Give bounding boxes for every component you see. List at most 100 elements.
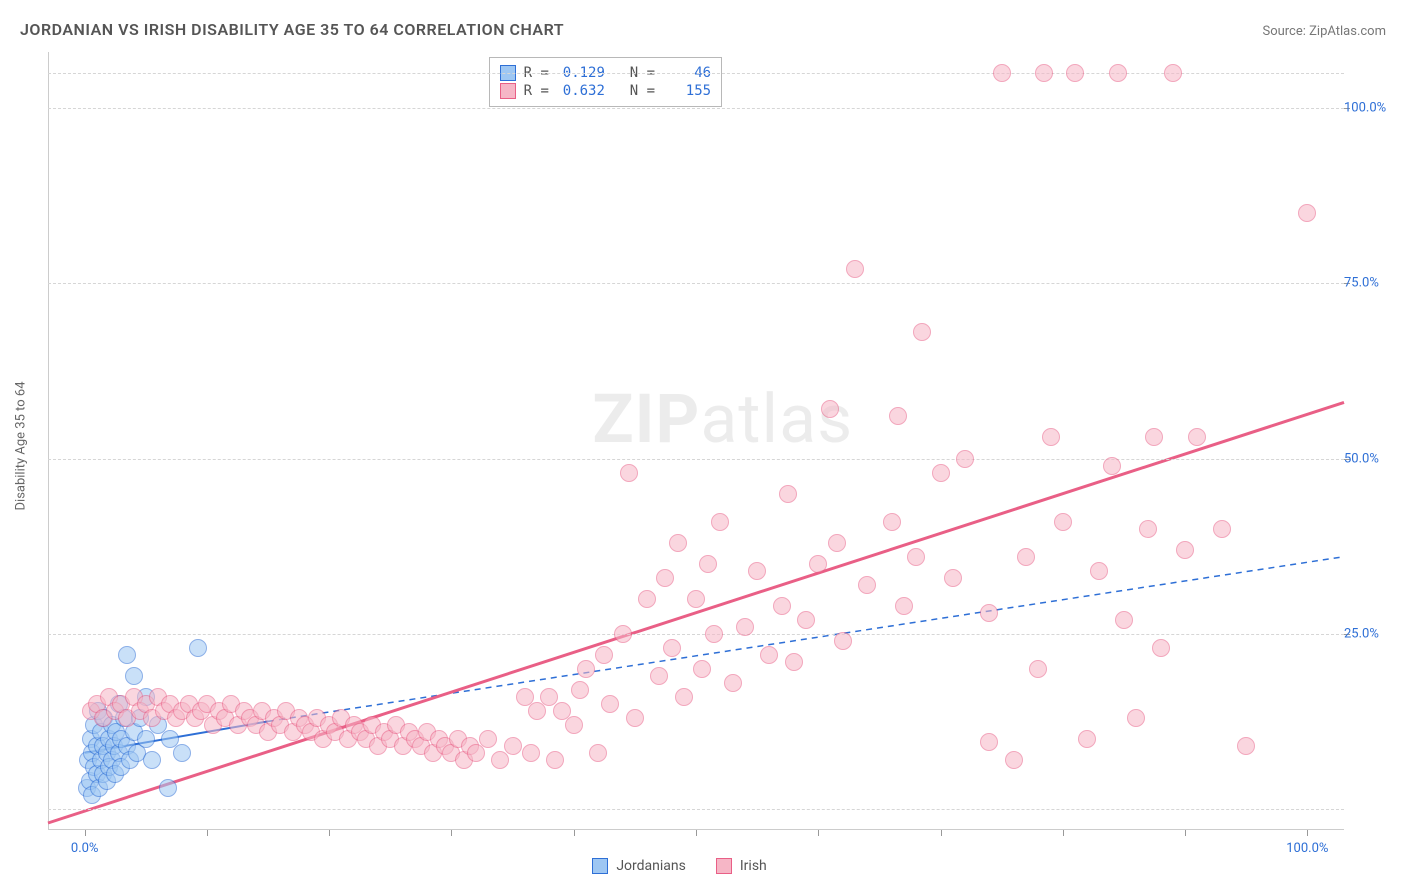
data-point-irish [1090,562,1108,580]
gridline [48,634,1344,635]
data-point-irish [614,625,632,643]
legend-swatch-irish [716,858,732,874]
data-point-irish [779,485,797,503]
data-point-irish [1176,541,1194,559]
x-tick [1063,830,1064,836]
data-point-irish [1109,64,1127,82]
data-point-irish [1066,64,1084,82]
x-tick [1185,830,1186,836]
data-point-irish [846,260,864,278]
data-point-irish [491,751,509,769]
data-point-irish [889,407,907,425]
gridline [48,73,1344,74]
data-point-irish [1213,520,1231,538]
stat-r-label: R = [524,82,549,100]
data-point-irish [589,744,607,762]
data-point-irish [522,744,540,762]
data-point-irish [797,611,815,629]
swatch-irish [500,83,516,99]
data-point-irish [467,744,485,762]
gridline [48,809,1344,810]
x-tick [85,830,86,836]
data-point-irish [577,660,595,678]
data-point-irish [1145,428,1163,446]
legend-label-irish: Irish [740,858,767,874]
data-point-jordanians [143,751,161,769]
data-point-irish [858,576,876,594]
x-tick-label: 0.0% [71,841,99,856]
data-point-irish [895,597,913,615]
x-tick [818,830,819,836]
x-tick [329,830,330,836]
data-point-irish [907,548,925,566]
data-point-irish [1029,660,1047,678]
data-point-irish [693,660,711,678]
gridline [48,108,1344,109]
data-point-jordanians [137,730,155,748]
data-point-irish [1298,204,1316,222]
data-point-irish [834,632,852,650]
chart-title: JORDANIAN VS IRISH DISABILITY AGE 35 TO … [20,20,564,39]
data-point-irish [821,400,839,418]
data-point-irish [546,751,564,769]
data-point-irish [711,513,729,531]
source-attribution: Source: ZipAtlas.com [1262,24,1386,39]
data-point-irish [675,688,693,706]
data-point-irish [932,464,950,482]
stat-n-label: N = [613,82,655,100]
data-point-irish [669,534,687,552]
data-point-irish [1237,737,1255,755]
data-point-irish [1017,548,1035,566]
stat-r-value-irish: 0.632 [557,82,605,100]
legend-item-irish[interactable]: Irish [716,858,767,874]
data-point-irish [956,450,974,468]
data-point-irish [1139,520,1157,538]
data-point-irish [687,590,705,608]
data-point-irish [479,730,497,748]
data-point-irish [913,323,931,341]
data-point-irish [1054,513,1072,531]
data-point-irish [1103,457,1121,475]
y-tick-label: 25.0% [1344,626,1402,641]
data-point-irish [760,646,778,664]
data-point-irish [1164,64,1182,82]
data-point-irish [656,569,674,587]
data-point-jordanians [159,779,177,797]
legend-item-jordanians[interactable]: Jordanians [592,858,686,874]
data-point-irish [571,681,589,699]
data-point-irish [638,590,656,608]
y-tick-label: 50.0% [1344,451,1402,466]
x-tick [1307,830,1308,836]
data-point-irish [699,555,717,573]
data-point-irish [1115,611,1133,629]
data-point-irish [1152,639,1170,657]
data-point-jordanians [173,744,191,762]
source-label: Source: [1262,24,1309,39]
data-point-irish [626,709,644,727]
data-point-irish [595,646,613,664]
x-tick [207,830,208,836]
data-point-irish [724,674,742,692]
data-point-irish [1188,428,1206,446]
data-point-irish [1042,428,1060,446]
data-point-irish [620,464,638,482]
data-point-irish [528,702,546,720]
data-point-irish [980,733,998,751]
y-tick-label: 75.0% [1344,276,1402,291]
legend-swatch-jordanians [592,858,608,874]
x-tick-label: 100.0% [1286,841,1328,856]
data-point-irish [828,534,846,552]
trend-extrapolation-jordanians [268,557,1344,722]
data-point-irish [736,618,754,636]
data-point-jordanians [118,646,136,664]
data-point-irish [1078,730,1096,748]
data-point-irish [785,653,803,671]
x-tick [451,830,452,836]
data-point-irish [705,625,723,643]
data-point-irish [650,667,668,685]
data-point-irish [883,513,901,531]
source-link[interactable]: ZipAtlas.com [1309,24,1386,39]
stat-n-value-irish: 155 [663,82,711,100]
stat-row-irish: R = 0.632 N = 155 [500,82,711,100]
trend-line-irish [48,402,1344,823]
